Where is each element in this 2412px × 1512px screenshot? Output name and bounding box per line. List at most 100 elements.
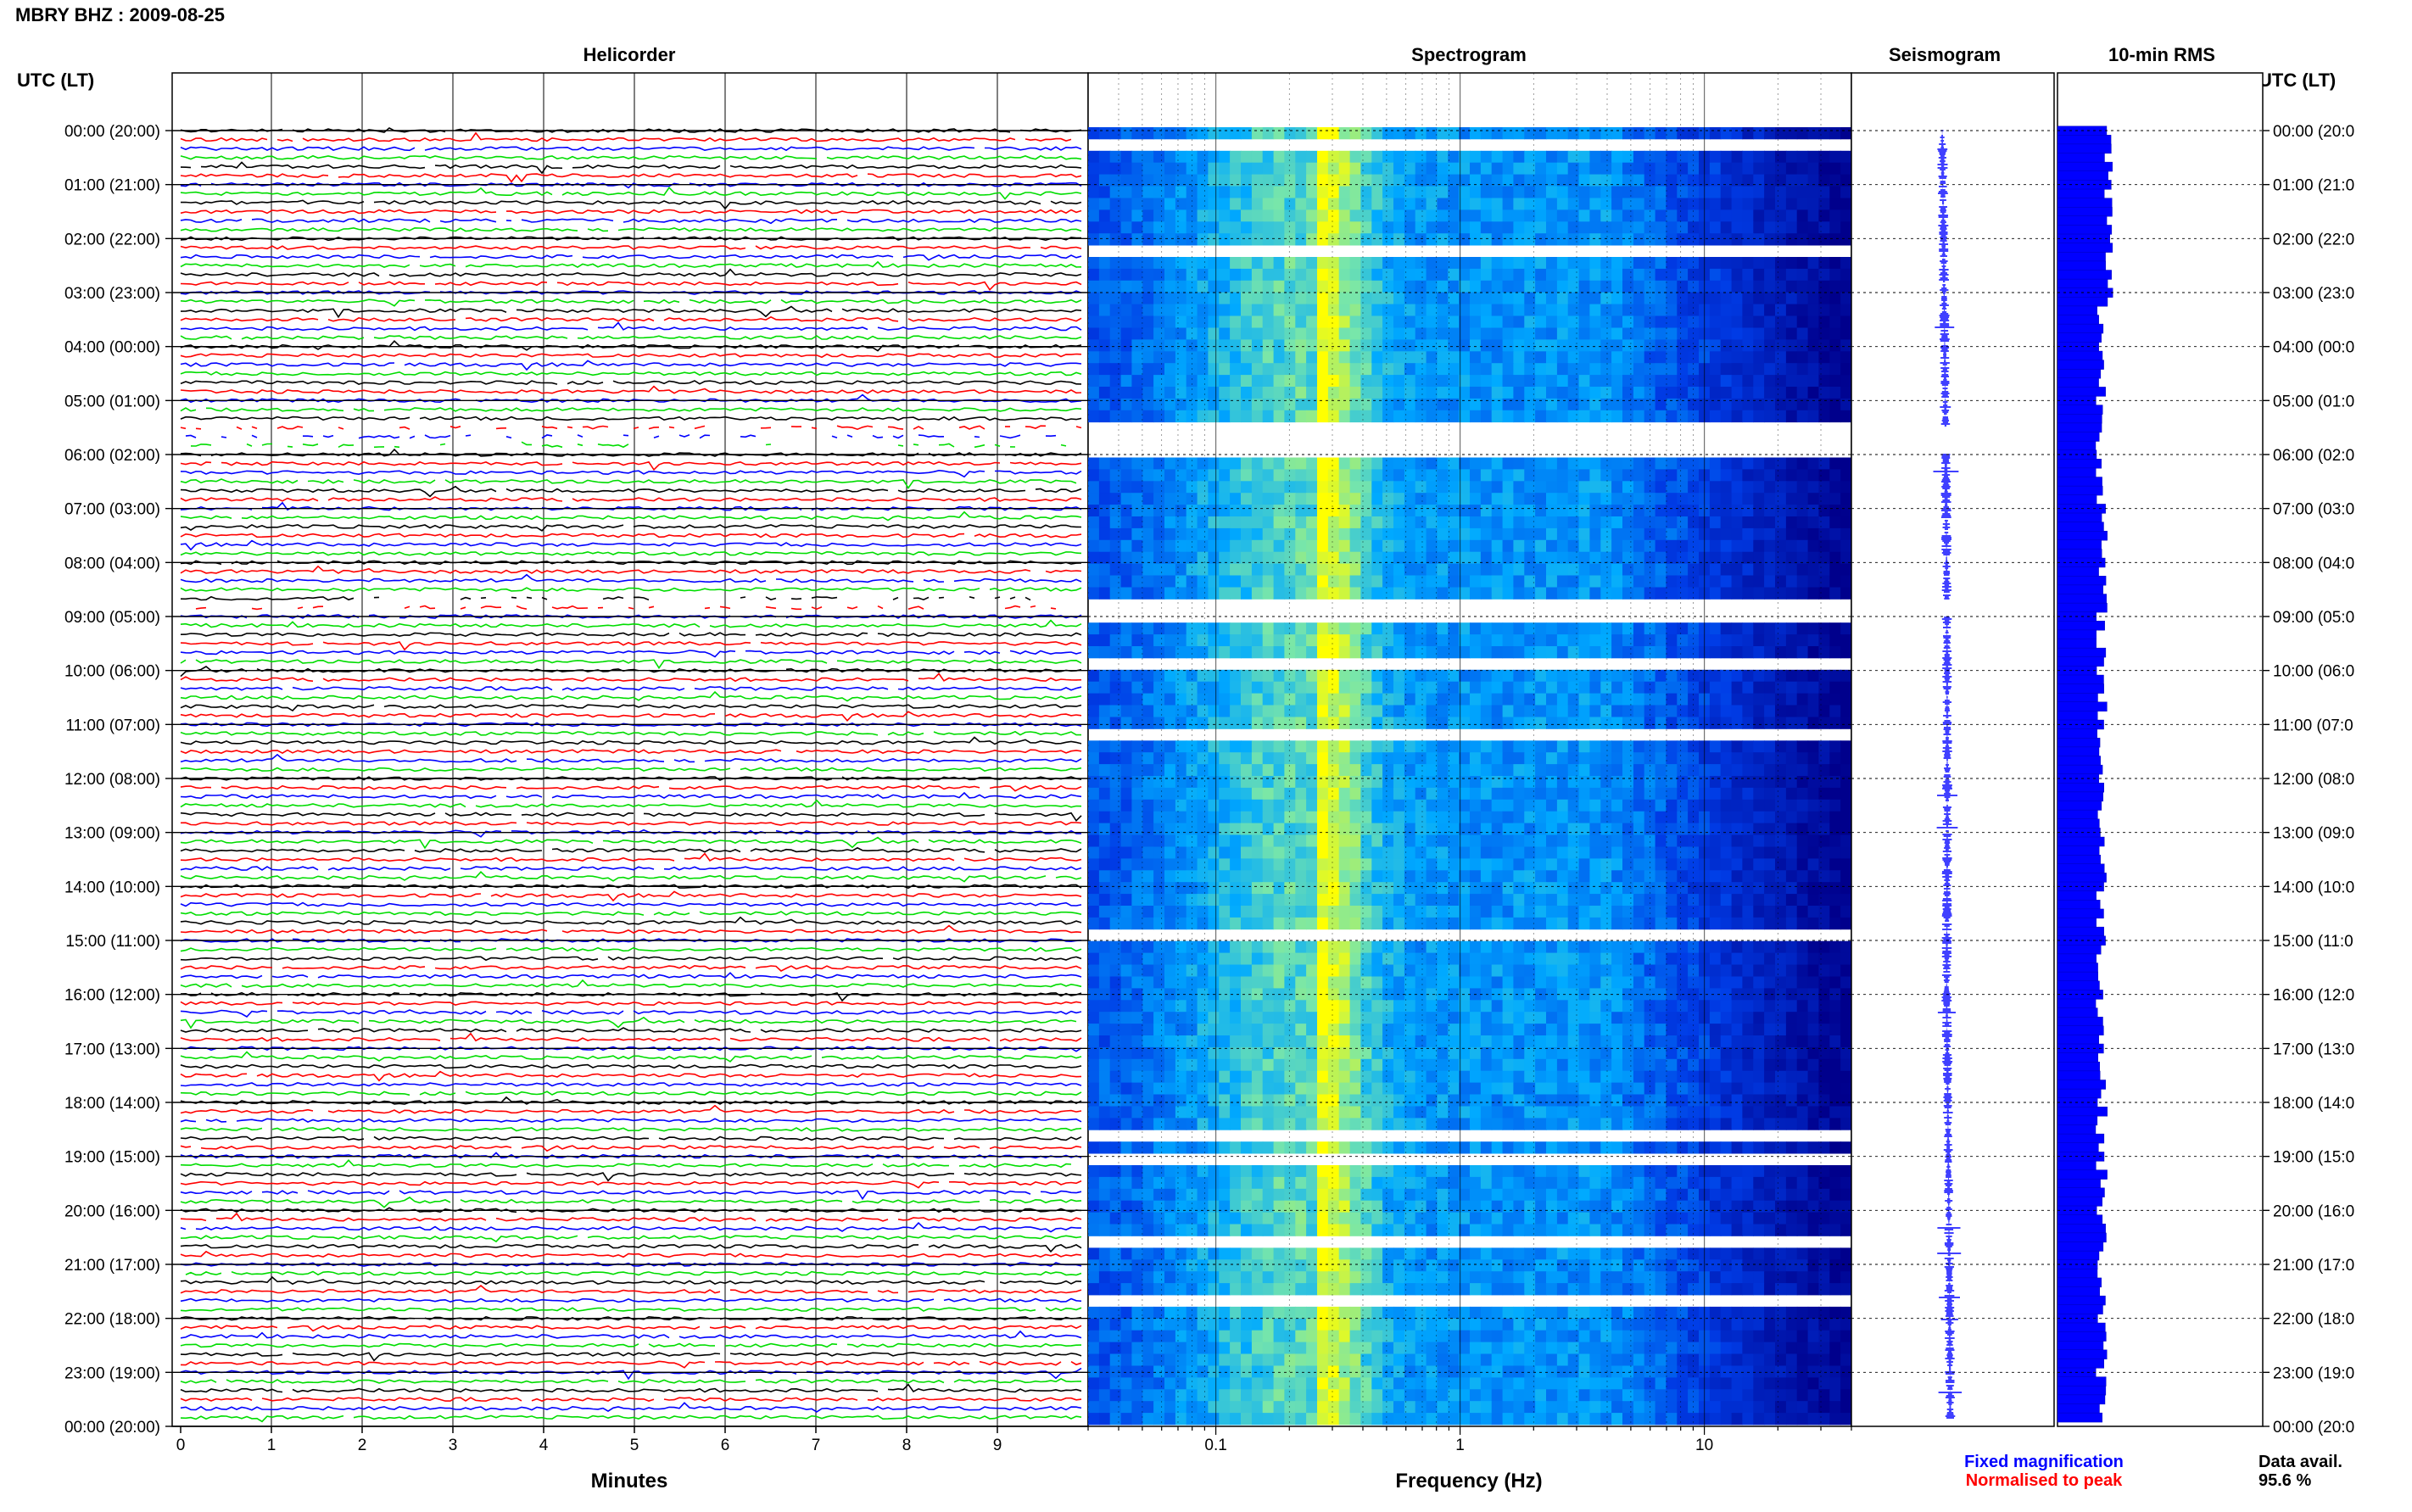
spectrogram-cell — [1808, 588, 1820, 600]
spectrogram-cell — [1764, 469, 1776, 481]
spectrogram-cell — [1481, 682, 1493, 694]
spectrogram-cell — [1393, 670, 1405, 682]
spectrogram-cell — [1198, 540, 1209, 552]
spectrogram-cell — [1710, 363, 1722, 375]
spectrogram-cell — [1230, 812, 1242, 823]
spectrogram-cell — [1393, 198, 1405, 210]
spectrogram-cell — [1263, 198, 1275, 210]
spectrogram-cell — [1481, 752, 1493, 764]
spectrogram-cell — [1557, 410, 1569, 422]
spectrogram-cell — [1710, 776, 1722, 788]
spectrogram-cell — [1306, 646, 1318, 658]
spectrogram-cell — [1427, 764, 1438, 776]
spectrogram-cell — [1427, 835, 1438, 847]
spectrogram-cell — [1360, 493, 1372, 505]
spectrogram-cell — [1164, 634, 1176, 646]
spectrogram-cell — [1546, 953, 1558, 965]
spectrogram-cell — [1797, 670, 1809, 682]
spectrogram-cell — [1688, 387, 1700, 399]
spectrogram-cell — [1797, 788, 1809, 800]
spectrogram-cell — [1688, 800, 1700, 812]
spectrogram-cell — [1611, 800, 1623, 812]
spectrogram-cell — [1371, 1000, 1383, 1012]
spectrogram-cell — [1142, 918, 1154, 929]
spectrogram-cell — [1360, 752, 1372, 764]
spectrogram-cell — [1360, 1024, 1372, 1035]
spectrogram-cell — [1339, 1012, 1351, 1024]
spectrogram-cell — [1110, 151, 1122, 163]
spectrogram-cell — [1546, 233, 1558, 245]
spectrogram-cell — [1589, 823, 1601, 835]
spectrogram-cell — [1099, 977, 1111, 989]
spectrogram-cell — [1427, 953, 1438, 965]
spectrogram-cell — [1131, 622, 1143, 634]
spectrogram-cell — [1306, 941, 1318, 953]
spectrogram-cell — [1513, 812, 1525, 823]
spectrogram-cell — [1775, 1035, 1787, 1047]
spectrogram-cell — [1295, 694, 1307, 706]
spectrogram-cell — [1121, 977, 1133, 989]
spectrogram-cell — [1437, 505, 1449, 516]
spectrogram-cell — [1274, 800, 1286, 812]
spectrogram-cell — [1524, 764, 1536, 776]
spectrogram-cell — [1252, 764, 1264, 776]
spectrogram-cell — [1448, 752, 1460, 764]
spectrogram-cell — [1295, 764, 1307, 776]
spectrogram-cell — [1492, 493, 1504, 505]
spectrogram-cell — [1589, 316, 1601, 328]
spectrogram-cell — [1360, 293, 1372, 304]
spectrogram-cell — [1382, 953, 1394, 965]
spectrogram-cell — [1503, 269, 1515, 281]
spectrogram-cell — [1840, 516, 1852, 528]
spectrogram-cell — [1241, 941, 1253, 953]
spectrogram-cell — [1350, 316, 1362, 328]
spectrogram-cell — [1622, 823, 1634, 835]
spectrogram-cell — [1797, 977, 1809, 989]
spectrogram-cell — [1710, 682, 1722, 694]
spectrogram-cell — [1241, 151, 1253, 163]
spectrogram-cell — [1284, 858, 1296, 870]
spectrogram-cell — [1328, 469, 1340, 481]
spectrogram-cell — [1633, 552, 1645, 564]
spectrogram-cell — [1219, 977, 1231, 989]
spectrogram-cell — [1263, 1000, 1275, 1012]
spectrogram-cell — [1360, 906, 1372, 918]
spectrogram-cell — [1284, 764, 1296, 776]
spectrogram-cell — [1198, 646, 1209, 658]
spectrogram-cell — [1786, 528, 1798, 540]
spectrogram-cell — [1503, 752, 1515, 764]
spectrogram-cell — [1481, 328, 1493, 340]
spectrogram-cell — [1513, 281, 1525, 293]
spectrogram-cell — [1535, 706, 1547, 717]
spectrogram-cell — [1786, 835, 1798, 847]
spectrogram-cell — [1415, 493, 1427, 505]
spectrogram-cell — [1350, 882, 1362, 894]
spectrogram-cell — [1677, 1024, 1689, 1035]
spectrogram-cell — [1263, 870, 1275, 882]
spectrogram-cell — [1764, 941, 1776, 953]
spectrogram-cell — [1753, 481, 1765, 493]
spectrogram-cell — [1818, 1012, 1830, 1024]
spectrogram-cell — [1808, 788, 1820, 800]
spectrogram-cell — [1710, 458, 1722, 470]
spectrogram-cell — [1557, 257, 1569, 269]
spectrogram-cell — [1164, 151, 1176, 163]
spectrogram-cell — [1622, 293, 1634, 304]
spectrogram-cell — [1110, 221, 1122, 233]
spectrogram-cell — [1742, 269, 1754, 281]
spectrogram-cell — [1557, 776, 1569, 788]
spectrogram-cell — [1099, 682, 1111, 694]
spectrogram-cell — [1415, 540, 1427, 552]
spectrogram-cell — [1131, 481, 1143, 493]
spectrogram-cell — [1710, 800, 1722, 812]
spectrogram-cell — [1360, 221, 1372, 233]
spectrogram-cell — [1589, 918, 1601, 929]
spectrogram-cell — [1175, 163, 1187, 175]
spectrogram-cell — [1164, 528, 1176, 540]
spectrogram-cell — [1688, 835, 1700, 847]
spectrogram-cell — [1295, 1035, 1307, 1047]
spectrogram-cell — [1284, 293, 1296, 304]
spectrogram-cell — [1546, 493, 1558, 505]
spectrogram-cell — [1775, 1024, 1787, 1035]
spectrogram-cell — [1600, 516, 1612, 528]
